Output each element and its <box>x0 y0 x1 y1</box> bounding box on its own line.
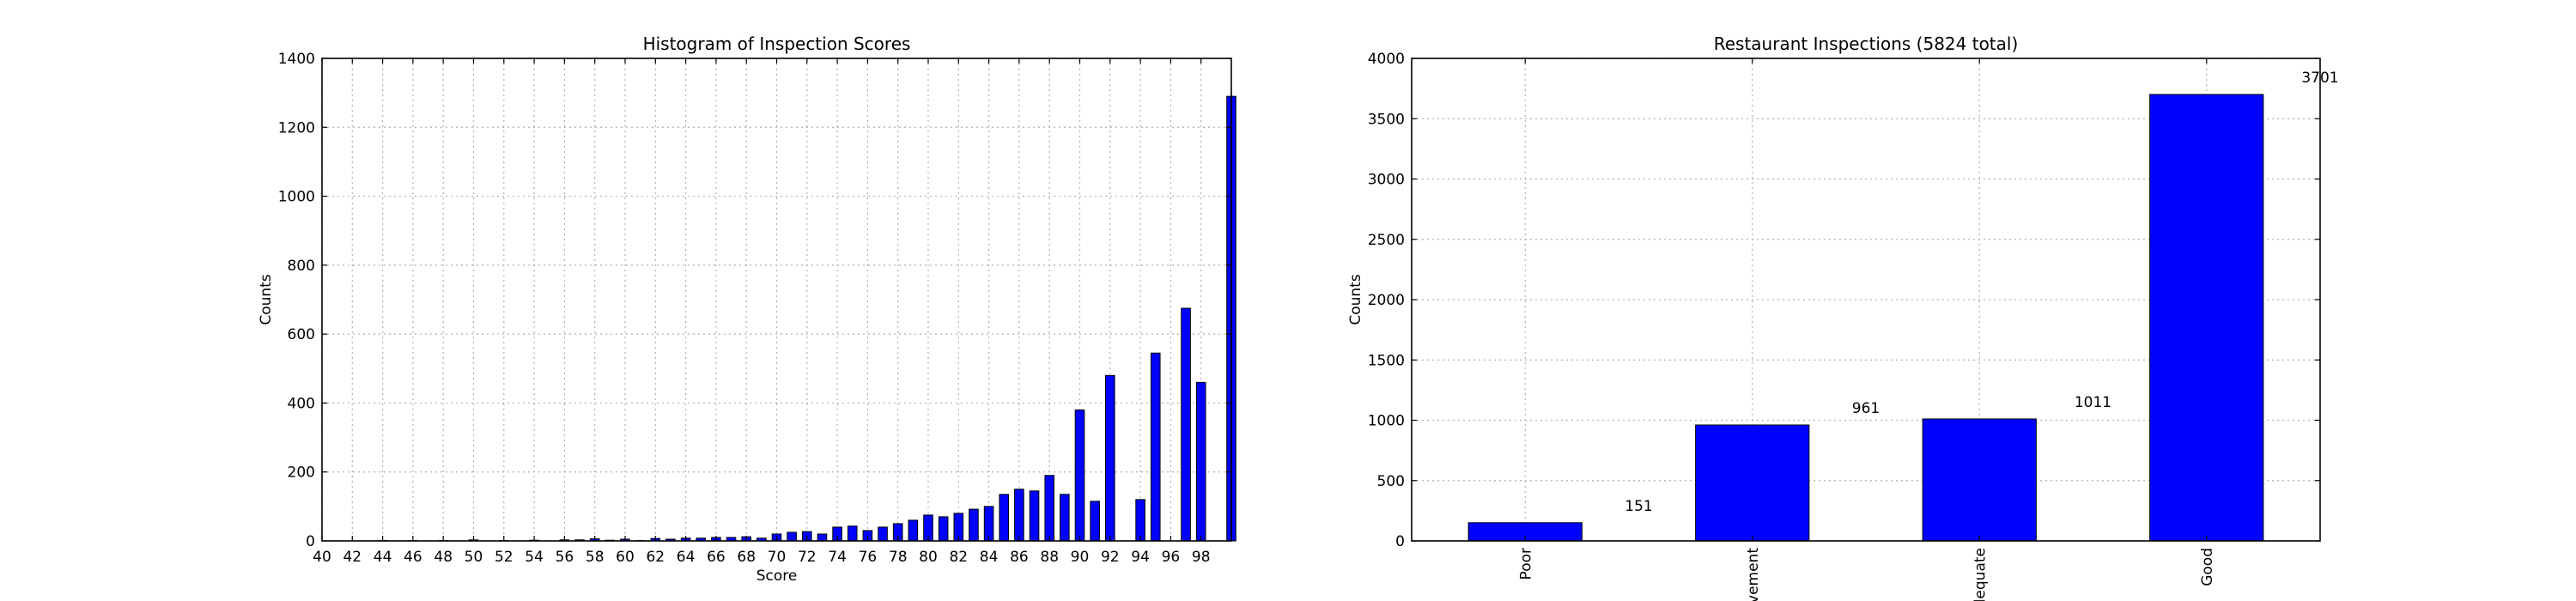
histogram-x-tick-label: 56 <box>556 549 574 566</box>
histogram-x-tick-label: 72 <box>798 549 817 566</box>
inspections-category-label: dequate <box>1971 548 1989 601</box>
histogram-bar <box>847 525 858 542</box>
histogram-y-tick-label: 200 <box>288 464 315 482</box>
inspections-y-tick-label: 2000 <box>1368 292 1405 309</box>
histogram-x-tick-label: 66 <box>707 549 726 566</box>
inspections-y-tick-label: 3500 <box>1368 111 1405 128</box>
histogram-bar <box>1135 499 1145 542</box>
histogram-bar <box>1044 475 1054 542</box>
histogram-y-tick-label: 800 <box>288 258 315 275</box>
histogram-bar <box>1074 409 1085 542</box>
histogram-chart: 40 42 44 46 48 50 52 54 56 58 60 62 64 66 68 70 72 74 76 78… <box>258 33 1236 585</box>
inspections-y-tick-label: 500 <box>1377 473 1405 490</box>
histogram-y-tick-label: 1200 <box>278 119 315 137</box>
histogram-bar <box>1195 381 1206 542</box>
histogram-bar <box>1181 307 1191 542</box>
histogram-x-tick-label: 48 <box>434 549 453 566</box>
histogram-x-tick-label: 84 <box>980 549 999 566</box>
histogram-bar <box>1105 374 1115 542</box>
histogram-bar <box>787 531 797 542</box>
inspections-ticks: 0 500 1000 1500 2000 2500 3000 3500 4000 Poor veme… <box>1368 51 2320 601</box>
histogram-bar <box>969 508 979 542</box>
histogram-title: Histogram of Inspection Scores <box>643 33 911 54</box>
histogram-y-tick-label: 600 <box>288 326 315 343</box>
inspections-bar <box>1922 418 2037 542</box>
histogram-x-tick-label: 92 <box>1101 549 1120 566</box>
inspections-category-label: Good <box>2199 548 2216 586</box>
histogram-x-tick-label: 82 <box>949 549 968 566</box>
histogram-x-tick-label: 54 <box>525 549 544 566</box>
inspections-y-tick-label: 2500 <box>1368 232 1405 249</box>
histogram-bar <box>1090 501 1100 542</box>
histogram-x-tick-label: 60 <box>616 549 635 566</box>
inspections-y-tick-label: 1500 <box>1368 352 1405 369</box>
histogram-bar <box>983 506 994 542</box>
histogram-y-tick-label: 400 <box>288 395 315 412</box>
histogram-x-tick-label: 44 <box>374 549 392 566</box>
histogram-x-tick-label: 78 <box>889 549 908 566</box>
inspections-category-label: Poor <box>1517 548 1534 580</box>
histogram-x-tick-label: 58 <box>586 549 605 566</box>
histogram-x-tick-label: 94 <box>1131 549 1150 566</box>
histogram-bar <box>1150 352 1161 542</box>
histogram-x-tick-label: 98 <box>1192 549 1211 566</box>
inspections-y-tick-label: 4000 <box>1368 51 1405 68</box>
inspections-bar <box>2149 94 2264 542</box>
inspections-bar <box>1695 424 1810 542</box>
histogram-ticks: 40 42 44 46 48 50 52 54 56 58 60 62 64 66 68 70 72 74 76 78… <box>278 51 1231 566</box>
inspections-data-label: 3701 <box>2301 70 2338 87</box>
histogram-x-tick-label: 64 <box>677 549 696 566</box>
histogram-bar <box>1029 490 1040 542</box>
histogram-bar <box>1060 494 1070 542</box>
inspections-data-label: 961 <box>1852 400 1880 417</box>
inspections-title: Restaurant Inspections (5824 total) <box>1714 33 2019 54</box>
histogram-x-tick-label: 68 <box>737 549 756 566</box>
histogram-x-tick-label: 42 <box>343 549 361 566</box>
histogram-y-axis-label: Counts <box>258 274 275 325</box>
histogram-x-tick-label: 62 <box>646 549 665 566</box>
inspections-y-tick-label: 3000 <box>1368 172 1405 189</box>
histogram-x-axis-label: Score <box>756 568 798 585</box>
histogram-y-tick-label: 1400 <box>278 51 315 68</box>
histogram-x-tick-label: 90 <box>1071 549 1090 566</box>
histogram-bar <box>938 516 949 542</box>
histogram-x-tick-label: 96 <box>1162 549 1181 566</box>
histogram-x-tick-label: 46 <box>404 549 422 566</box>
histogram-bar <box>908 519 919 542</box>
inspections-data-labels: 151 961 1011 3701 <box>1625 70 2338 515</box>
histogram-x-tick-label: 74 <box>828 549 847 566</box>
histogram-x-tick-label: 70 <box>768 549 787 566</box>
histogram-x-tick-label: 52 <box>495 549 513 566</box>
histogram-x-tick-label: 40 <box>313 549 331 566</box>
inspections-data-label: 1011 <box>2075 394 2111 411</box>
histogram-bar <box>817 533 828 542</box>
histogram-y-tick-label: 0 <box>306 533 315 550</box>
histogram-bar <box>999 494 1010 542</box>
inspections-y-tick-label: 1000 <box>1368 413 1405 430</box>
histogram-y-tick-label: 1000 <box>278 189 315 206</box>
histogram-x-tick-label: 50 <box>465 549 483 566</box>
inspections-bar-chart: 0 500 1000 1500 2000 2500 3000 3500 4000 Poor veme… <box>1347 33 2339 601</box>
inspections-y-axis-label: Counts <box>1347 274 1364 325</box>
histogram-x-tick-label: 80 <box>919 549 938 566</box>
histogram-x-tick-label: 86 <box>1010 549 1029 566</box>
histogram-bar <box>878 526 888 542</box>
histogram-x-tick-label: 76 <box>859 549 878 566</box>
histogram-x-tick-label: 88 <box>1040 549 1059 566</box>
inspections-category-label: vement <box>1745 548 1762 601</box>
histogram-bar <box>1014 489 1024 542</box>
inspections-data-label: 151 <box>1625 498 1652 515</box>
inspections-y-tick-label: 0 <box>1395 533 1405 550</box>
inspections-bars <box>1467 94 2264 542</box>
